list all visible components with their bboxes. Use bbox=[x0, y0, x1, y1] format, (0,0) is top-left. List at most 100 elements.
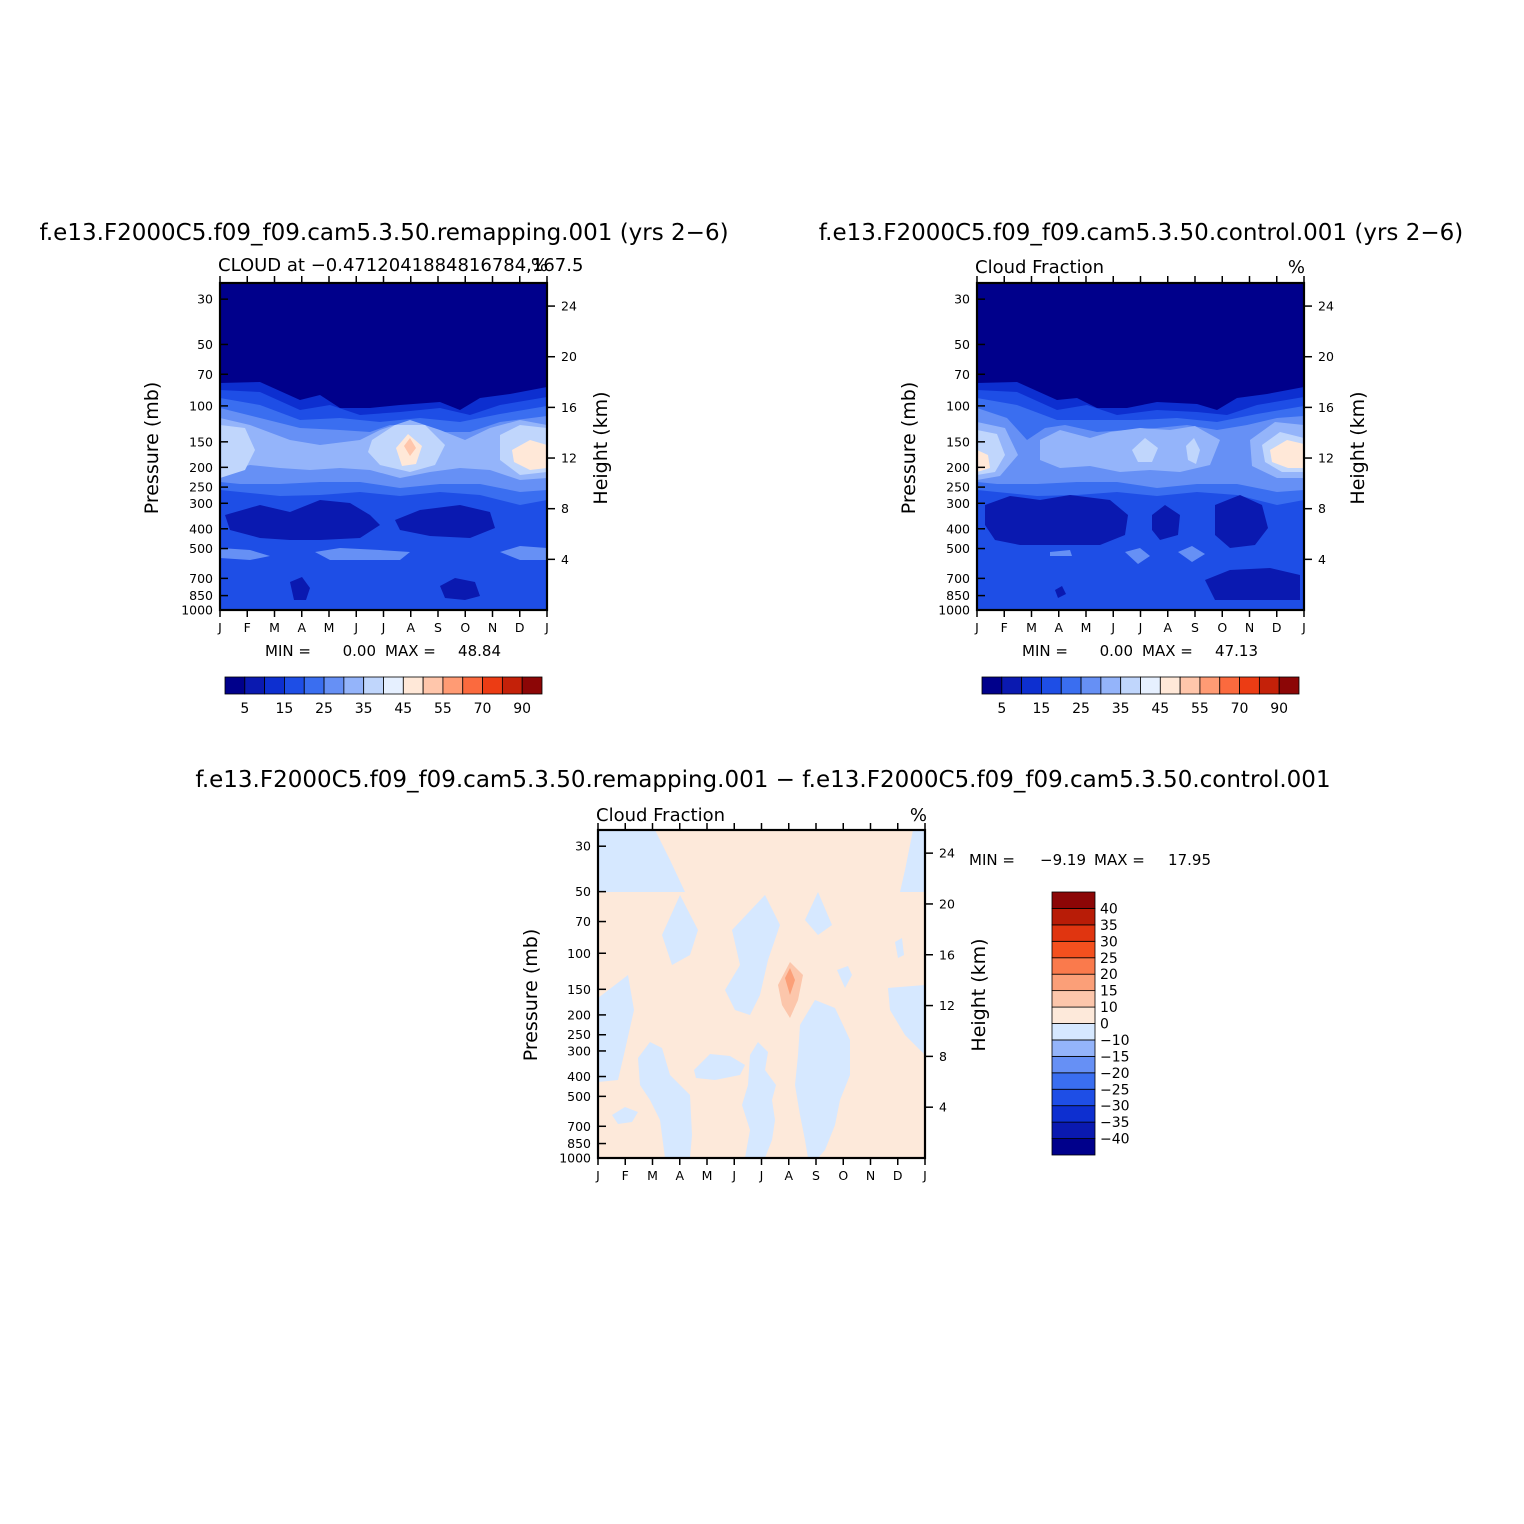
colorbar-box bbox=[1179, 676, 1201, 695]
pressure-tick-label: 150 bbox=[946, 434, 970, 449]
pressure-tick-label: 30 bbox=[954, 292, 970, 307]
colorbar-label: 30 bbox=[1100, 934, 1118, 950]
colorbar-box bbox=[1199, 676, 1221, 695]
colorbar-box bbox=[482, 676, 503, 695]
month-tick-label: J bbox=[731, 1168, 736, 1183]
colorbar-box bbox=[1051, 1072, 1096, 1090]
panel2-ylabel: Pressure (mb) bbox=[898, 382, 920, 515]
colorbar-box bbox=[383, 676, 404, 695]
panel1-ylabel: Pressure (mb) bbox=[141, 382, 163, 515]
colorbar-box bbox=[1219, 676, 1240, 695]
colorbar-label: 70 bbox=[474, 701, 492, 717]
panel1-max-label: MAX = bbox=[385, 642, 436, 660]
panel1-subtitle-right: % bbox=[531, 255, 548, 276]
month-tick-label: A bbox=[1163, 620, 1172, 635]
panel3-height-ticks: 24 20 16 12 8 4 bbox=[925, 846, 955, 1115]
height-tick-label: 20 bbox=[939, 896, 955, 911]
colorbar-box bbox=[1051, 957, 1096, 975]
month-tick-label: O bbox=[460, 620, 470, 635]
panel3-max-label: MAX = bbox=[1094, 851, 1145, 869]
panel-remapping: f.e13.F2000C5.f09_f09.cam5.3.50.remappin… bbox=[39, 220, 728, 717]
height-tick-label: 8 bbox=[561, 501, 569, 516]
colorbar-label: 25 bbox=[1100, 951, 1118, 967]
colorbar-box bbox=[1051, 1138, 1096, 1156]
pressure-tick-label: 850 bbox=[189, 588, 213, 603]
month-tick-label: J bbox=[1301, 620, 1306, 635]
pressure-tick-label: 100 bbox=[189, 398, 213, 413]
month-tick-label: J bbox=[353, 620, 358, 635]
colorbar-box bbox=[1051, 1121, 1096, 1139]
colorbar-label: −15 bbox=[1100, 1049, 1130, 1065]
colorbar-box bbox=[224, 676, 246, 695]
panel-control: f.e13.F2000C5.f09_f09.cam5.3.50.control.… bbox=[819, 220, 1463, 717]
colorbar-label: 15 bbox=[1033, 701, 1051, 717]
height-tick-label: 4 bbox=[1318, 552, 1326, 567]
panel2-ylabel-right: Height (km) bbox=[1347, 391, 1369, 504]
colorbar-box bbox=[1051, 1088, 1096, 1107]
height-tick-label: 20 bbox=[1318, 349, 1334, 364]
month-tick-label: A bbox=[406, 620, 415, 635]
pressure-tick-label: 250 bbox=[189, 480, 213, 495]
month-tick-label: J bbox=[922, 1168, 927, 1183]
pressure-tick-label: 250 bbox=[946, 480, 970, 495]
panel3-max-value: 17.95 bbox=[1168, 851, 1211, 869]
pressure-tick-label: 100 bbox=[946, 398, 970, 413]
panel2-max-value: 47.13 bbox=[1215, 642, 1258, 660]
colorbar-box bbox=[244, 676, 266, 695]
panel3-contour-field bbox=[598, 830, 925, 1158]
colorbar-label: −40 bbox=[1100, 1132, 1130, 1148]
month-tick-label: J bbox=[1110, 620, 1115, 635]
colorbar-box bbox=[1041, 676, 1062, 695]
colorbar-box bbox=[1159, 676, 1181, 695]
pressure-tick-label: 700 bbox=[946, 571, 970, 586]
month-tick-label: J bbox=[1138, 620, 1143, 635]
colorbar-box bbox=[1051, 973, 1096, 992]
colorbar-box bbox=[1278, 676, 1300, 695]
month-tick-label: J bbox=[217, 620, 222, 635]
panel-difference: f.e13.F2000C5.f09_f09.cam5.3.50.remappin… bbox=[195, 767, 1330, 1183]
panel1-max-value: 48.84 bbox=[458, 642, 501, 660]
height-tick-label: 8 bbox=[1318, 501, 1326, 516]
panel2-min-value: 0.00 bbox=[1100, 642, 1133, 660]
month-tick-label: M bbox=[1081, 620, 1092, 635]
colorbar-label: −35 bbox=[1100, 1115, 1130, 1131]
pressure-tick-label: 50 bbox=[954, 337, 970, 352]
panel2-subtitle-left: Cloud Fraction bbox=[975, 257, 1104, 278]
colorbar-label: −20 bbox=[1100, 1066, 1130, 1082]
colorbar-box bbox=[1060, 676, 1082, 695]
pressure-tick-label: 200 bbox=[946, 460, 970, 475]
colorbar-box bbox=[1051, 1023, 1096, 1041]
colorbar-box bbox=[1051, 1055, 1096, 1074]
colorbar-box bbox=[1258, 676, 1280, 695]
pressure-tick-label: 500 bbox=[946, 541, 970, 556]
colorbar-box bbox=[363, 676, 384, 695]
colorbar-label: −30 bbox=[1100, 1099, 1130, 1115]
colorbar-box bbox=[1239, 676, 1260, 695]
colorbar-box bbox=[402, 676, 424, 695]
month-tick-label: M bbox=[324, 620, 335, 635]
panel2-title: f.e13.F2000C5.f09_f09.cam5.3.50.control.… bbox=[819, 220, 1463, 246]
panel3-ylabel-right: Height (km) bbox=[968, 938, 990, 1051]
height-tick-label: 16 bbox=[561, 400, 577, 415]
colorbar-box bbox=[1021, 676, 1042, 695]
pressure-tick-label: 70 bbox=[954, 367, 970, 382]
height-tick-label: 12 bbox=[561, 451, 577, 466]
colorbar-box bbox=[442, 676, 464, 695]
panel3-min-label: MIN = bbox=[969, 851, 1015, 869]
height-tick-label: 16 bbox=[1318, 400, 1334, 415]
height-tick-label: 4 bbox=[939, 1100, 947, 1115]
colorbar-box bbox=[1120, 676, 1141, 695]
colorbar-box bbox=[323, 676, 345, 695]
month-tick-label: D bbox=[893, 1168, 903, 1183]
colorbar-label: −10 bbox=[1100, 1033, 1130, 1049]
colorbar-label: 15 bbox=[276, 701, 294, 717]
panel3-ylabel: Pressure (mb) bbox=[520, 929, 542, 1062]
month-tick-label: N bbox=[488, 620, 497, 635]
pressure-tick-label: 400 bbox=[189, 521, 213, 536]
colorbar-label: 45 bbox=[394, 701, 412, 717]
month-tick-label: S bbox=[812, 1168, 820, 1183]
